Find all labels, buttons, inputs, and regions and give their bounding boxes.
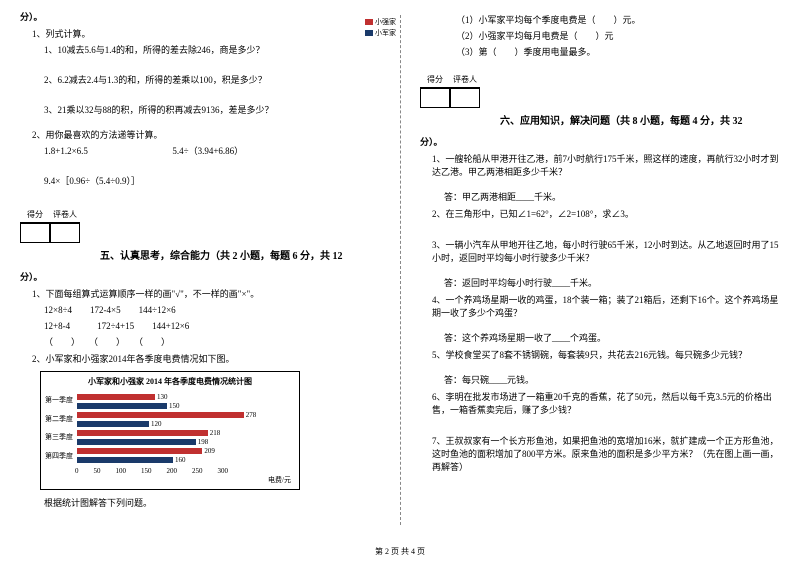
r-q5: 5、学校食堂买了8套不锈钢碗，每套装9只，共花去216元钱。每只碗多少元钱？ [432,348,780,361]
r-q7: 7、王叔叔家有一个长方形鱼池，如果把鱼池的宽增加16米，就扩建成一个正方形鱼池，… [432,434,780,473]
q1-2: 2、6.2减去2.4与1.3的和，所得的差乘以100，积是多少？ [44,73,380,86]
bar-b [77,457,173,463]
score-box-right: 得分 评卷人 [420,74,780,108]
x-tick: 150 [141,467,152,475]
score-cell-b [50,223,80,243]
x-tick: 50 [94,467,101,475]
y-axis: 第一季度第二季度第三季度第四季度 [45,391,73,465]
r-sub1: （1）小军家平均每个季度电费是（ ）元。 [456,13,780,26]
r1a: 12×8÷4 [44,305,72,315]
legend-b-label: 小军家 [375,28,396,38]
bar-value: 150 [169,402,180,410]
bar-b [77,421,149,427]
score-label-rb: 评卷人 [450,74,480,88]
r1b: 172-4×5 [90,305,121,315]
sec5-q1: 1、下面每组算式运算顺序一样的画"√"，不一样的画"×"。 [32,287,380,300]
score-cell-rb [450,88,480,108]
bar-value: 160 [175,456,186,464]
bar-value: 218 [210,429,221,437]
bar-a [77,394,155,400]
r-a3: 答：返回时平均每小时行驶____千米。 [444,276,780,289]
sec5-q1-r2: 12+8-4 172÷4+15 144+12×6 [44,319,380,332]
r2c: 144+12×6 [152,321,189,331]
r-q1: 1、一艘轮船从甲港开往乙港，前7小时航行175千米，照这样的速度，再航行32小时… [432,152,780,178]
score-label-b: 评卷人 [50,209,80,223]
section6-fen: 分）。 [420,135,780,148]
q2-2: 9.4×［0.96÷（5.4÷0.9）］ [44,174,380,187]
r-q3: 3、一辆小汽车从甲地开往乙地，每小时行驶65千米，12小时到达。从乙地返回时用了… [432,238,780,264]
bar-value: 278 [246,411,257,419]
chart-title: 小军家和小强家 2014 年各季度电费情况统计图 [45,376,295,387]
r-q6: 6、李明在批发市场进了一箱重20千克的香蕉，花了50元，然后以每千克3.5元的价… [432,390,780,416]
r-q2: 2、在三角形中，已知∠1=62°，∠2=108°，求∠3。 [432,207,780,220]
bar-value: 120 [151,420,162,428]
bar-a [77,448,202,454]
bar-row: 278 120 [77,411,295,427]
sec5-q2: 2、小军家和小强家2014年各季度电费情况如下图。 [32,352,380,365]
r-a1: 答：甲乙两港相距____千米。 [444,190,780,203]
bars-area: 130150278120218198209160 [77,391,295,465]
legend-a: 小强家 [365,17,396,27]
x-label: 电费/元 [45,475,291,485]
score-cell-ra [420,88,450,108]
bar-row: 209 160 [77,447,295,463]
bar-a [77,412,244,418]
bar-a [77,430,208,436]
q2-1b: 5.4÷（3.94+6.86） [172,146,243,156]
right-column: （1）小军家平均每个季度电费是（ ）元。 （2）小强家平均每月电费是（ ）元 （… [400,0,800,565]
page-footer: 第 2 页 共 4 页 [0,546,800,557]
score-cell-a [20,223,50,243]
y-label: 第三季度 [45,432,73,442]
r-q4: 4、一个养鸡场星期一收的鸡蛋，18个装一箱；装了21箱后，还剩下16个。这个养鸡… [432,293,780,319]
bar-chart: 小军家和小强家 2014 年各季度电费情况统计图 小强家 小军家 第一季度第二季… [40,371,300,490]
r-sub2: （2）小强家平均每月电费是（ ）元 [456,29,780,42]
q1-1: 1、10减去5.6与1.4的和，所得的差去除246，商是多少？ [44,43,380,56]
sec5-q1-r3: （ ） （ ） （ ） [44,335,380,348]
q2-1a: 1.8+1.2×6.5 [44,146,88,156]
x-tick: 250 [192,467,203,475]
x-tick: 200 [167,467,178,475]
x-tick: 100 [116,467,127,475]
q2-row1: 1.8+1.2×6.5 5.4÷（3.94+6.86） [44,144,380,157]
score-box-left: 得分 评卷人 [20,209,380,243]
bar-b [77,403,167,409]
bar-value: 130 [157,393,168,401]
r-sub3: （3）第（ ）季度用电量最多。 [456,45,780,58]
q2-heading: 2、用你最喜欢的方法递等计算。 [32,128,380,141]
r1c: 144÷12×6 [139,305,176,315]
r2b: 172÷4+15 [97,321,134,331]
section5-fen: 分）。 [20,270,380,283]
r-a4: 答：这个养鸡场星期一收了____个鸡蛋。 [444,331,780,344]
left-column: 分）。 1、列式计算。 1、10减去5.6与1.4的和，所得的差去除246，商是… [0,0,400,565]
legend-b: 小军家 [365,28,396,38]
score-label-ra: 得分 [420,74,450,88]
y-label: 第一季度 [45,395,73,405]
x-tick: 0 [75,467,79,475]
chart-legend: 小强家 小军家 [365,16,396,39]
x-axis: 0 50 100 150 200 250 300 [75,467,295,475]
bar-row: 218198 [77,429,295,445]
bar-value: 198 [198,438,209,446]
sec5-q1-r1: 12×8÷4 172-4×5 144÷12×6 [44,303,380,316]
section5-title: 五、认真思考，综合能力（共 2 小题，每题 6 分，共 12 [100,247,380,262]
chart-note: 根据统计图解答下列问题。 [44,496,380,509]
bar-value: 209 [204,447,215,455]
bar-row: 130150 [77,393,295,409]
x-tick: 300 [218,467,229,475]
y-label: 第四季度 [45,451,73,461]
section6-title: 六、应用知识，解决问题（共 8 小题，每题 4 分，共 32 [500,112,780,127]
legend-a-label: 小强家 [375,17,396,27]
r-a5: 答：每只碗____元钱。 [444,373,780,386]
q1-3: 3、21乘以32与88的积，所得的积再减去9136，差是多少？ [44,103,380,116]
q-calc-heading: 1、列式计算。 [32,27,380,40]
bar-b [77,439,196,445]
score-label-a: 得分 [20,209,50,223]
r2a: 12+8-4 [44,321,70,331]
section-fen: 分）。 [20,10,380,23]
y-label: 第二季度 [45,414,73,424]
